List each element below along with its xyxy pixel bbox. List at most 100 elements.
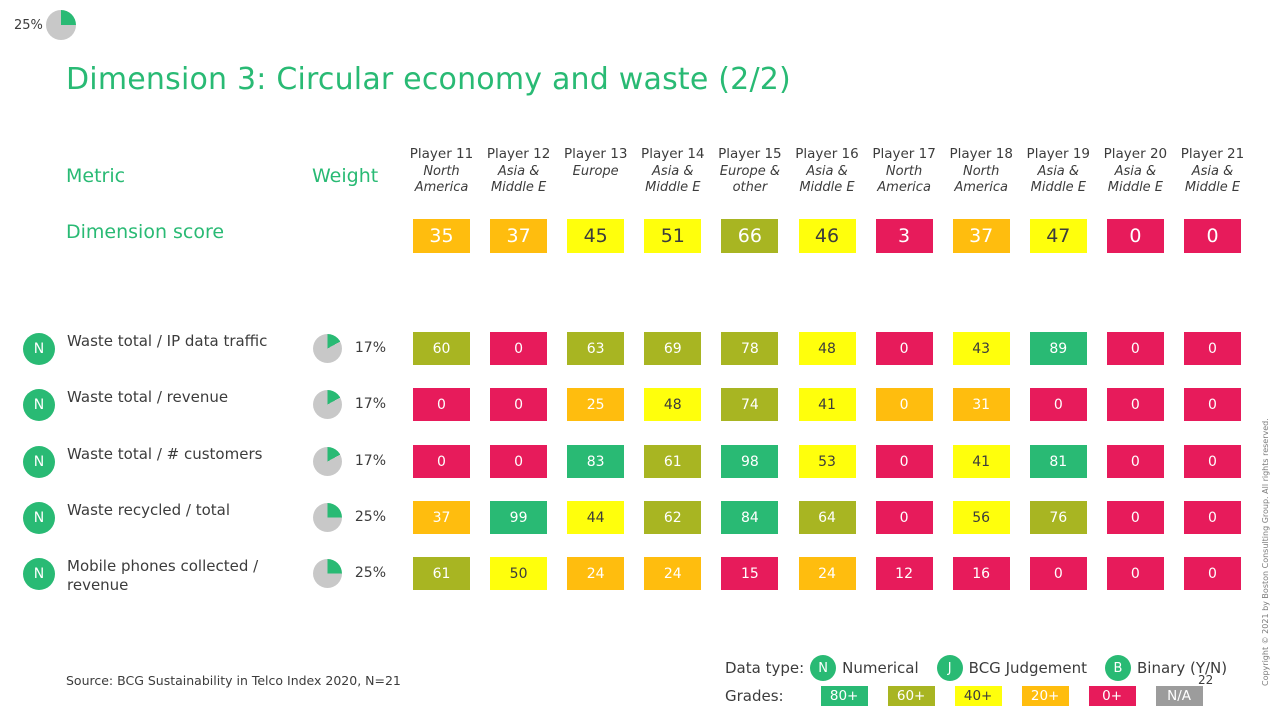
player-header: Player 11 North America — [403, 146, 481, 196]
metric-score-cell: 41 — [798, 388, 856, 421]
player-header: Player 20 Asia & Middle E — [1096, 146, 1174, 196]
metric-score-cell: 50 — [490, 557, 548, 590]
metric-score-cell: 61 — [644, 445, 702, 478]
player-name: Player 15 — [718, 146, 782, 162]
metric-score-cell: 44 — [567, 501, 625, 534]
player-header: Player 12 Asia & Middle E — [480, 146, 558, 196]
numerical-legend-label: Numerical — [842, 659, 919, 677]
metric-score-cell: 61 — [413, 557, 470, 590]
player-header: Player 14 Asia & Middle E — [634, 146, 712, 196]
metric-score-cell: 60 — [413, 332, 470, 365]
player-region-line: North — [885, 164, 923, 179]
player-name: Player 11 — [409, 146, 474, 162]
pie-chart-icon — [313, 390, 342, 419]
numerical-badge-icon: N — [23, 502, 55, 534]
pie-chart-icon — [313, 447, 342, 476]
metric-score-cell: 12 — [875, 557, 933, 590]
metric-score-cell: 62 — [644, 501, 702, 534]
numerical-badge-icon: N — [23, 446, 55, 478]
player-region-line: Middle E — [645, 180, 701, 195]
player-name: Player 17 — [872, 146, 936, 162]
player-region: Asia & Middle E — [480, 164, 558, 196]
metric-score-cell: 31 — [952, 388, 1010, 421]
metric-score-cell: 0 — [1184, 332, 1241, 365]
source-note: Source: BCG Sustainability in Telco Inde… — [66, 673, 401, 688]
metric-score-cell: 37 — [413, 501, 470, 534]
metric-score-cell: 0 — [1106, 332, 1164, 365]
pie-chart-icon — [313, 503, 342, 532]
player-region: Asia & Middle E — [1019, 164, 1097, 196]
dimension-score-cell: 35 — [413, 219, 470, 253]
metric-score-cell: 0 — [413, 445, 470, 478]
player-region: North America — [865, 164, 943, 196]
metric-score-cell: 0 — [875, 445, 933, 478]
page-number: 22 — [1198, 673, 1214, 687]
metric-score-cell: 74 — [721, 388, 779, 421]
player-header: Player 17 North America — [865, 146, 943, 196]
metric-score-cell: 0 — [1106, 388, 1164, 421]
metric-score-cell: 24 — [567, 557, 625, 590]
numerical-badge-icon: N — [810, 655, 837, 681]
player-header: Player 21 Asia & Middle E — [1174, 146, 1252, 196]
metric-score-cell: 53 — [798, 445, 856, 478]
metric-weight: 25% — [354, 565, 386, 581]
dimension-score-cell: 0 — [1184, 219, 1241, 253]
player-region-line: Middle E — [799, 180, 855, 195]
player-region-line: Middle E — [1184, 180, 1241, 195]
metric-score-cell: 0 — [413, 388, 470, 421]
player-header: Player 19 Asia & Middle E — [1019, 146, 1097, 196]
metric-label: Waste recycled / total — [67, 501, 231, 519]
metric-score-cell: 16 — [952, 557, 1010, 590]
player-name: Player 16 — [795, 146, 859, 162]
player-name: Player 13 — [563, 146, 628, 162]
weight-column-header: Weight — [312, 165, 379, 187]
dimension-score-cell: 46 — [798, 219, 856, 253]
player-region: Asia & Middle E — [788, 164, 866, 196]
grade-80-chip: 80+ — [820, 686, 868, 706]
dimension-score-cell: 51 — [644, 219, 702, 253]
player-region-line: Asia & — [1114, 164, 1157, 179]
player-header: Player 16 Asia & Middle E — [788, 146, 866, 196]
metric-score-cell: 0 — [1106, 501, 1164, 534]
binary-legend-label: Binary (Y/N) — [1137, 659, 1228, 677]
pie-chart-icon — [313, 559, 342, 588]
numerical-badge-icon: N — [23, 389, 55, 421]
binary-badge-icon: B — [1105, 655, 1131, 681]
metric-score-cell: 0 — [1106, 445, 1164, 478]
grade-60-chip: 60+ — [887, 686, 935, 706]
metric-score-cell: 48 — [644, 388, 702, 421]
player-region-line: America — [954, 180, 1008, 195]
metric-score-cell: 81 — [1029, 445, 1087, 478]
data-type-legend: Data type: N Numerical J BCG Judgement B… — [725, 655, 1227, 681]
metric-score-cell: 0 — [1029, 388, 1087, 421]
metric-score-cell: 0 — [1106, 557, 1164, 590]
judgement-legend-label: BCG Judgement — [968, 659, 1087, 677]
metric-score-cell: 0 — [490, 445, 548, 478]
metric-weight: 17% — [354, 453, 386, 469]
metric-score-cell: 99 — [490, 501, 548, 534]
player-region: Asia & Middle E — [1174, 164, 1252, 196]
metric-score-cell: 0 — [1184, 501, 1241, 534]
player-region-line: Asia & — [806, 164, 848, 179]
player-name: Player 18 — [949, 146, 1013, 162]
player-name: Player 19 — [1026, 146, 1091, 162]
dimension-score-cell: 0 — [1106, 219, 1164, 253]
metric-score-cell: 64 — [798, 501, 856, 534]
metric-column-header: Metric — [66, 165, 126, 187]
metric-score-cell: 63 — [567, 332, 625, 365]
metric-score-cell: 84 — [721, 501, 779, 534]
pie-chart-icon — [313, 334, 342, 363]
metric-score-cell: 24 — [644, 557, 702, 590]
player-name: Player 21 — [1180, 146, 1245, 162]
player-name: Player 12 — [486, 146, 551, 162]
metric-score-cell: 0 — [1184, 445, 1241, 478]
metric-score-cell: 25 — [567, 388, 625, 421]
metric-score-cell: 0 — [1029, 557, 1087, 590]
metric-label: Waste total / IP data traffic — [67, 332, 268, 350]
player-region-line: America — [414, 180, 469, 195]
numerical-badge-icon: N — [23, 558, 55, 590]
player-region-line: Asia & — [652, 164, 694, 179]
player-region: Asia & Middle E — [1096, 164, 1174, 196]
player-header: Player 18 North America — [942, 146, 1020, 196]
metric-label: Waste total / revenue — [67, 388, 229, 406]
